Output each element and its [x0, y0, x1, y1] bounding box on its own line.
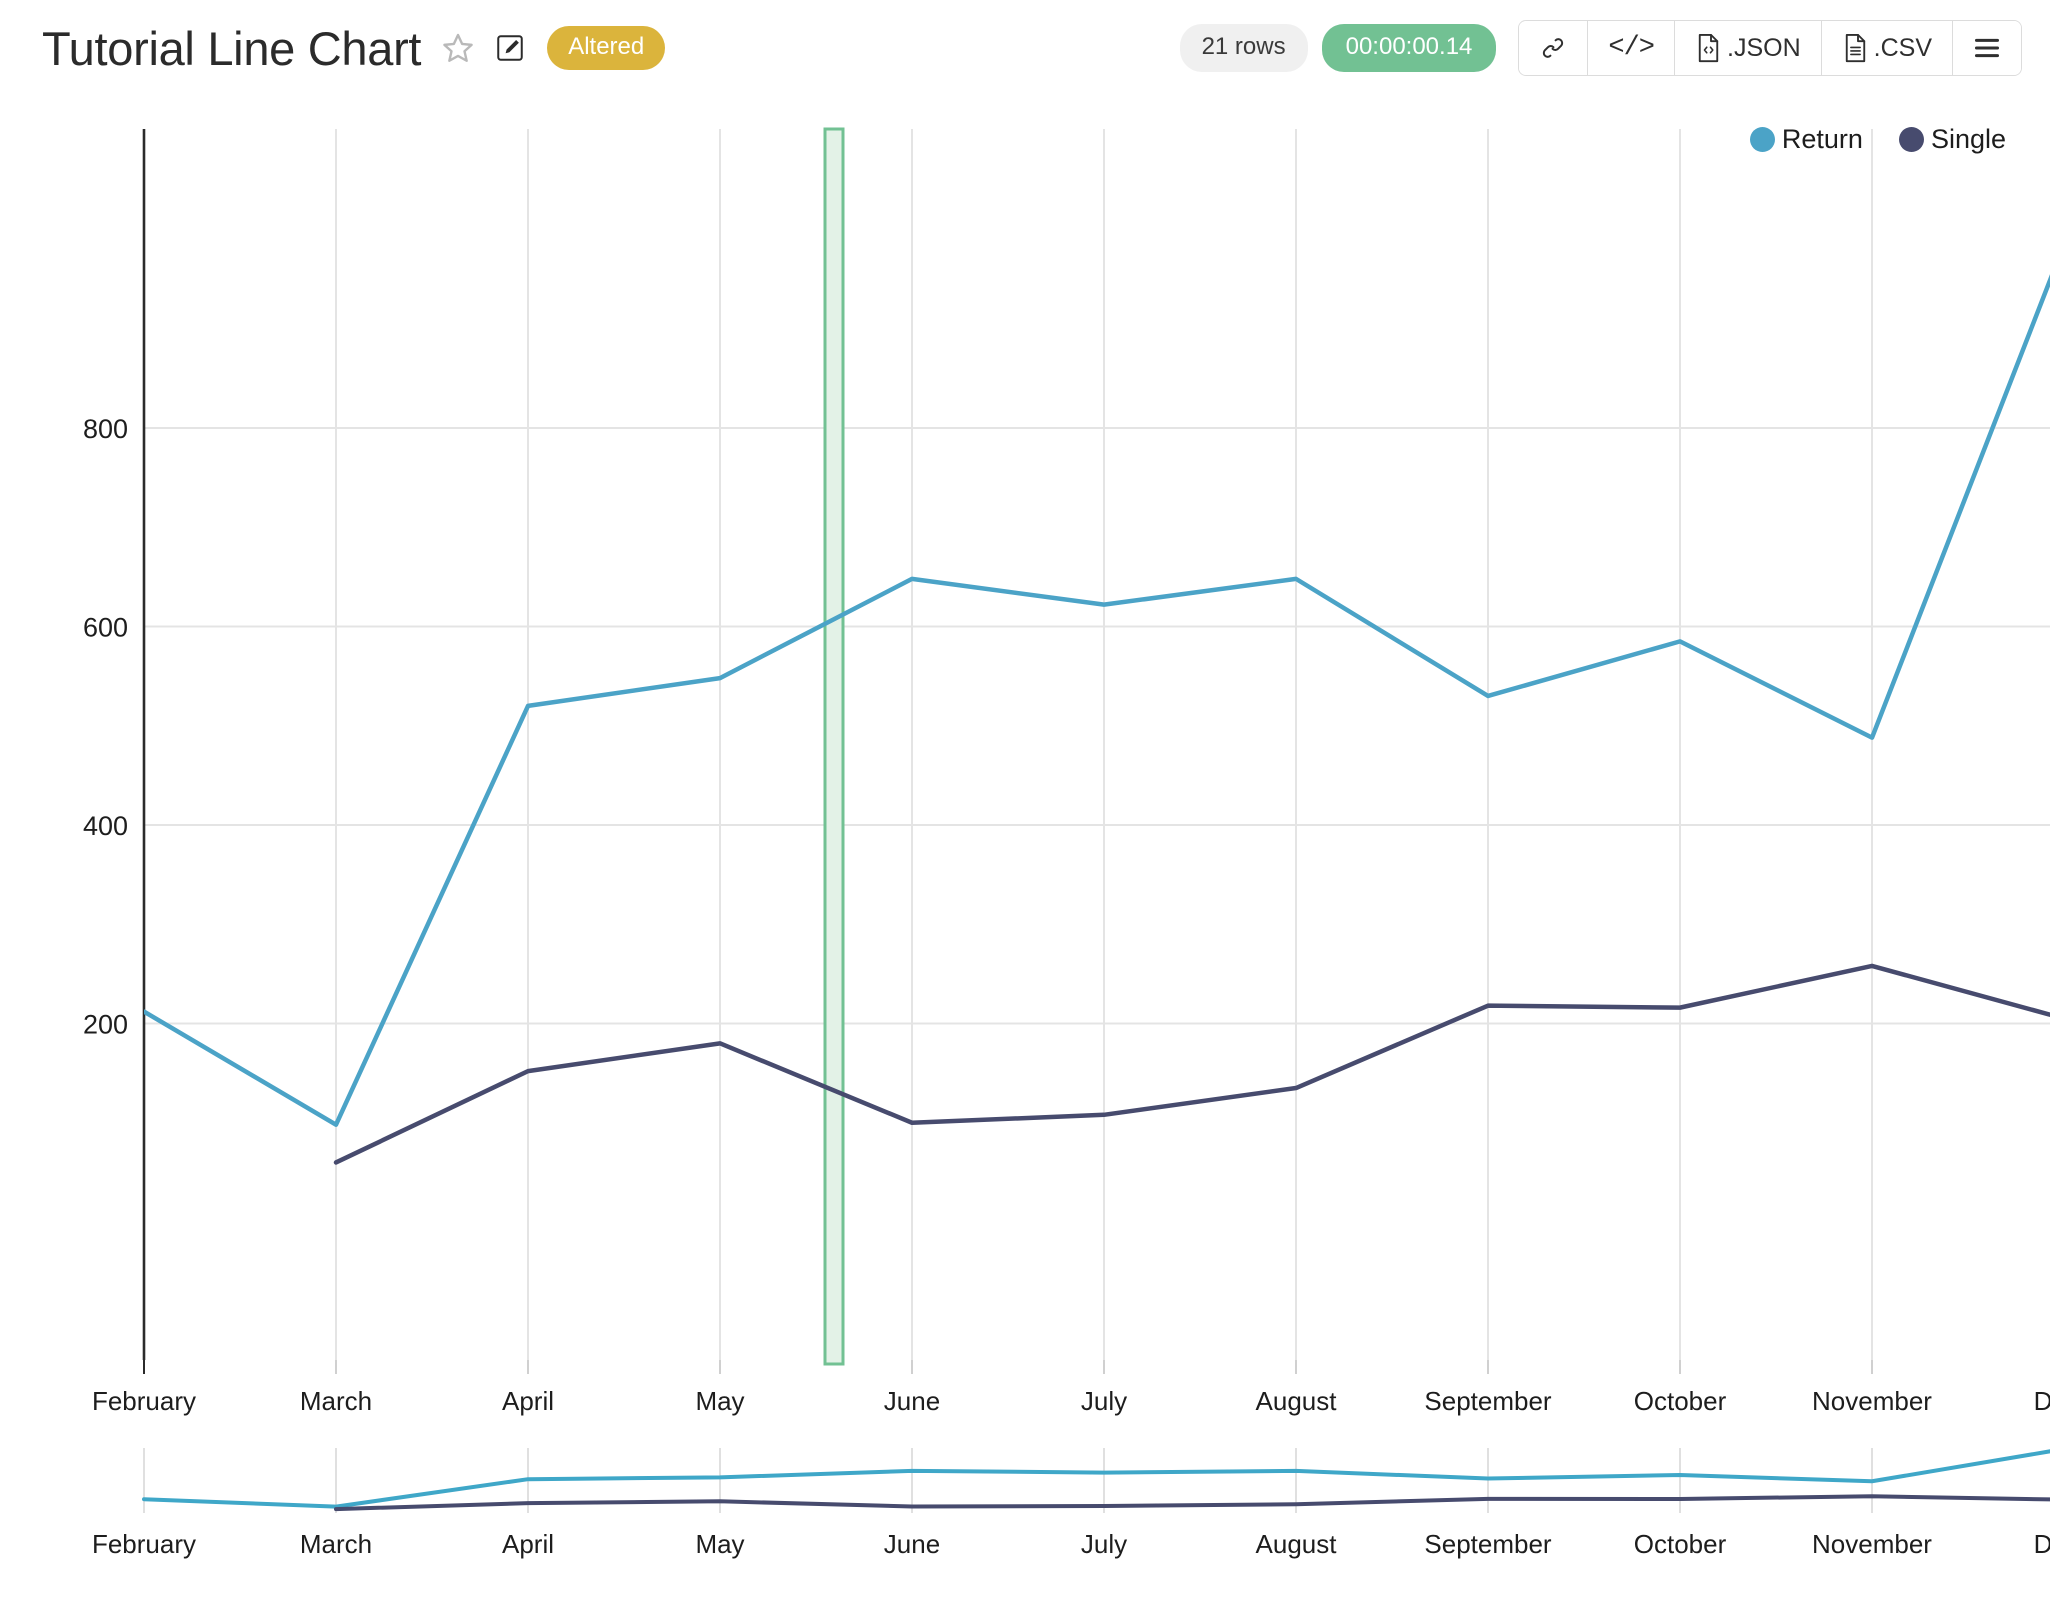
- json-button[interactable]: .JSON: [1675, 21, 1822, 75]
- y-axis-tick-label: 800: [83, 414, 128, 444]
- overview-series-line-single: [334, 1494, 2050, 1512]
- x-axis-label: July: [1081, 1386, 1127, 1416]
- brush-selection-band[interactable]: [823, 127, 845, 1366]
- main-chart-svg[interactable]: 200 400 600 800 February March April May June Ju…: [0, 96, 2050, 1456]
- code-icon: </>: [1608, 33, 1655, 63]
- y-axis-tick-label: 600: [83, 613, 128, 643]
- legend-label-return: Return: [1781, 124, 1863, 154]
- overview-x-axis-label: May: [695, 1529, 744, 1559]
- row-count-chip: 21 rows: [1179, 24, 1308, 72]
- page-header: Tutorial Line Chart Altered 21 rows 00:0…: [0, 0, 2050, 96]
- overview-x-axis-labels: February March April May June July August Septe…: [92, 1529, 2050, 1559]
- overview-x-axis-label: October: [1634, 1529, 1727, 1559]
- status-badge: Altered: [547, 26, 666, 70]
- x-axis-label: March: [300, 1386, 372, 1416]
- overview-series-lines: [142, 1449, 2050, 1512]
- overview-x-axis-label: June: [884, 1529, 940, 1559]
- x-axis-label: May: [695, 1386, 744, 1416]
- x-axis-label: August: [1256, 1386, 1338, 1416]
- code-button[interactable]: </>: [1588, 21, 1676, 75]
- edit-pencil-icon[interactable]: [495, 33, 525, 63]
- vertical-gridlines: [335, 129, 1873, 1360]
- overview-series-line-return: [142, 1449, 2050, 1509]
- legend-item-return[interactable]: Return: [1749, 124, 1863, 154]
- x-axis-label: November: [1812, 1386, 1932, 1416]
- x-axis-label: June: [884, 1386, 940, 1416]
- json-file-icon: [1695, 33, 1722, 63]
- overview-gridlines: [143, 1448, 1873, 1513]
- csv-file-icon: [1842, 33, 1869, 63]
- overview-x-axis-label: July: [1081, 1529, 1127, 1559]
- link-button[interactable]: [1519, 21, 1589, 75]
- x-axis-labels: February March April May June July August Septe…: [92, 1386, 2050, 1416]
- overview-x-axis-label: Dece: [2034, 1529, 2050, 1559]
- overview-x-axis-label: April: [502, 1529, 554, 1559]
- csv-button[interactable]: .CSV: [1821, 21, 1953, 75]
- series-line-return: [144, 274, 2050, 1127]
- overview-x-axis-label: November: [1812, 1529, 1932, 1559]
- overview-x-axis-label: September: [1424, 1529, 1552, 1559]
- legend-color-swatch-return: [1749, 127, 1775, 152]
- x-axis-label: April: [502, 1386, 554, 1416]
- horizontal-gridlines: [144, 427, 2050, 1025]
- action-button-group: </> .JSON: [1518, 20, 2022, 76]
- link-icon: [1539, 34, 1567, 62]
- hamburger-menu-icon: [1973, 36, 2001, 60]
- y-axis-ticks: 200 400 600 800: [83, 414, 128, 1040]
- page-title: Tutorial Line Chart: [42, 21, 422, 75]
- x-axis-label: Dece: [2034, 1386, 2050, 1416]
- selection-band-rect[interactable]: [823, 127, 845, 1366]
- overview-chart-container[interactable]: February March April May June July August Septe…: [0, 1440, 2050, 1598]
- series-line-single: [333, 963, 2050, 1165]
- y-axis-tick-label: 400: [83, 811, 128, 841]
- json-button-label: .JSON: [1727, 33, 1801, 62]
- query-timer-chip: 00:00:00.14: [1321, 24, 1497, 72]
- chart-series-lines: [144, 274, 2050, 1165]
- legend-item-single[interactable]: Single: [1898, 124, 2006, 154]
- main-chart-container[interactable]: 200 400 600 800 February March April May June Ju…: [0, 96, 2050, 1456]
- x-axis-label: October: [1634, 1386, 1727, 1416]
- overview-x-axis-label: February: [92, 1529, 196, 1559]
- y-axis-tick-label: 200: [83, 1010, 128, 1040]
- header-left-group: Tutorial Line Chart Altered: [0, 21, 666, 75]
- overview-x-axis-label: March: [300, 1529, 372, 1559]
- legend-label-single: Single: [1930, 124, 2006, 154]
- chart-legend: Return Single: [1749, 124, 2006, 154]
- menu-button[interactable]: [1953, 21, 2021, 75]
- star-icon[interactable]: [441, 31, 475, 65]
- x-axis-label: September: [1424, 1386, 1552, 1416]
- csv-button-label: .CSV: [1873, 33, 1932, 62]
- x-axis-ticks: [143, 1360, 1873, 1374]
- header-right-group: 21 rows 00:00:00.14 </>: [1179, 20, 2050, 76]
- overview-x-axis-label: August: [1256, 1529, 1338, 1559]
- legend-color-swatch-single: [1898, 127, 1924, 152]
- overview-chart-svg[interactable]: February March April May June July August Septe…: [0, 1440, 2050, 1598]
- x-axis-label: February: [92, 1386, 196, 1416]
